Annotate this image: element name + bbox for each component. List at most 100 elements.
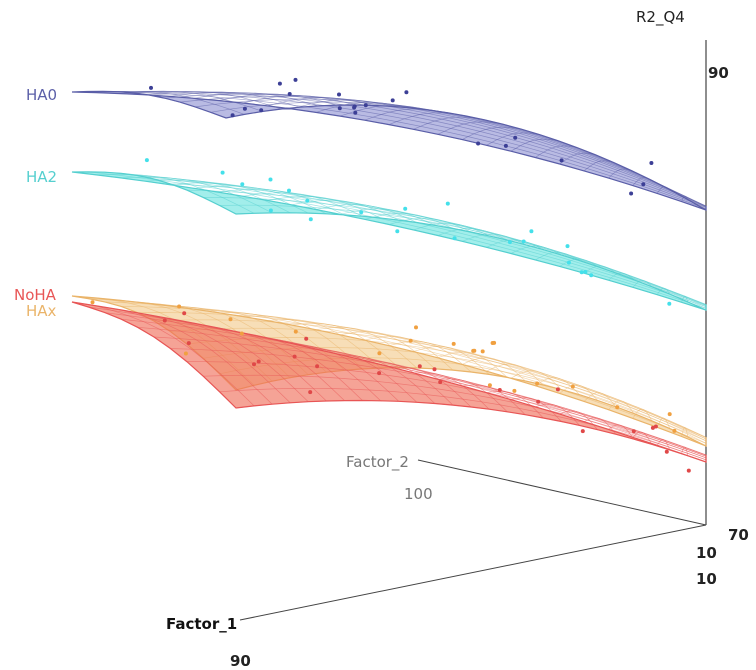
data-point-ha2: [287, 188, 291, 193]
surface-grid-line: [267, 319, 381, 369]
data-point-noha: [315, 364, 320, 369]
surface-grid-line: [486, 390, 544, 419]
surface-grid-line: [364, 212, 454, 229]
surface-grid-line: [291, 200, 399, 221]
data-point-noha: [686, 468, 691, 473]
surface-grid-line: [267, 337, 381, 402]
data-point-ha2: [589, 273, 594, 278]
surface-grid-line: [608, 168, 633, 179]
surface-grid-line: [510, 138, 559, 152]
surface-grid-line: [340, 331, 436, 370]
surface-grid-line: [413, 222, 490, 237]
data-point-ha0: [287, 92, 292, 96]
surface-fill: [71, 171, 707, 311]
data-point-ha0: [503, 143, 508, 148]
data-point-ha2: [268, 208, 273, 213]
surface-grid-line: [145, 313, 291, 404]
surface-grid-line: [656, 186, 670, 194]
surface-grid-line: [388, 112, 467, 125]
data-point-noha: [304, 336, 309, 341]
y-tick-label: 10: [696, 570, 717, 588]
data-point-ha2: [452, 236, 457, 241]
surface-noha: [71, 301, 707, 463]
surface-grid-line: [437, 378, 508, 413]
data-point-noha: [252, 362, 256, 367]
surface-grid-line: [413, 116, 485, 130]
data-point-hax: [293, 329, 298, 334]
surface-grid-line: [218, 188, 345, 216]
surface-grid-line: [608, 400, 634, 414]
surface-grid-line: [462, 126, 522, 140]
surface-grid-line: [535, 145, 577, 158]
data-point-ha2: [583, 269, 588, 274]
surface-grid-line: [486, 363, 544, 386]
data-point-ha0: [513, 135, 518, 140]
surface-grid-line: [413, 346, 490, 375]
data-point-ha0: [337, 106, 342, 111]
surface-grid-line: [169, 318, 309, 402]
surface-grid-line: [145, 91, 282, 110]
surface-grid-line: [291, 343, 399, 402]
surface-grid-line: [364, 335, 454, 371]
surface-grid-line: [583, 392, 616, 407]
surface-grid-line: [632, 431, 653, 445]
x-axis-line: [239, 524, 707, 621]
surface-grid-line: [535, 251, 580, 261]
series-label-hax: HAx: [26, 302, 57, 320]
data-point-ha2: [240, 182, 245, 187]
surface-grid-line: [559, 410, 598, 430]
data-point-ha0: [242, 106, 247, 111]
surface-grid-line: [71, 90, 227, 119]
surface-grid-line: [583, 417, 616, 435]
data-point-noha: [377, 371, 382, 376]
surface-grid-line: [388, 217, 472, 233]
data-point-noha: [417, 364, 422, 369]
surface-grid-line: [203, 197, 707, 308]
data-point-ha0: [277, 81, 282, 86]
data-point-noha: [650, 425, 655, 430]
data-points: [90, 77, 691, 473]
z-tick-label: 70: [728, 526, 749, 544]
data-point-ha0: [149, 85, 153, 90]
data-point-ha0: [404, 90, 409, 95]
surface-grid-line: [364, 360, 454, 406]
data-point-hax: [239, 331, 244, 336]
surface-grid-line: [388, 366, 472, 408]
surface-grid-line: [681, 195, 688, 202]
surface-grid-line: [169, 91, 300, 108]
data-point-hax: [672, 428, 677, 433]
surface-grid-line: [535, 403, 580, 426]
surface-grid-line: [583, 265, 616, 274]
labels: R2_Q4 90 70 10 90 Factor_1 10 100 Factor…: [14, 8, 749, 670]
x-tick-label: 90: [230, 652, 251, 670]
data-point-hax: [615, 405, 620, 410]
data-point-hax: [570, 384, 575, 389]
z-tick-label: 90: [708, 64, 729, 82]
surface-grid-line: [656, 417, 671, 429]
surface-grid-line: [681, 427, 689, 438]
surface-grid-line: [193, 185, 327, 215]
surface-grid-line: [559, 384, 598, 401]
data-point-noha: [580, 429, 585, 434]
data-point-hax: [183, 351, 188, 356]
data-point-ha0: [363, 103, 368, 108]
surface-grid-line: [242, 95, 356, 106]
data-point-ha0: [476, 141, 481, 146]
surface-grid-line: [120, 90, 264, 112]
data-point-ha2: [445, 201, 450, 206]
data-point-hax: [512, 388, 517, 393]
surface-grid-line: [510, 245, 562, 256]
surface-grid-line: [388, 340, 472, 373]
series-label-noha: NoHA: [14, 286, 57, 304]
data-point-noha: [438, 380, 443, 385]
x-axis-label: Factor_1: [166, 615, 237, 633]
data-point-ha0: [641, 182, 646, 187]
surface-grid-line: [437, 121, 503, 135]
data-point-ha2: [403, 206, 408, 211]
surface-grid-line: [510, 370, 562, 390]
y-axis-label: Factor_2: [346, 453, 409, 472]
x-tick-label: 10: [696, 544, 717, 562]
data-point-ha2: [268, 177, 273, 182]
data-point-ha0: [337, 92, 341, 97]
